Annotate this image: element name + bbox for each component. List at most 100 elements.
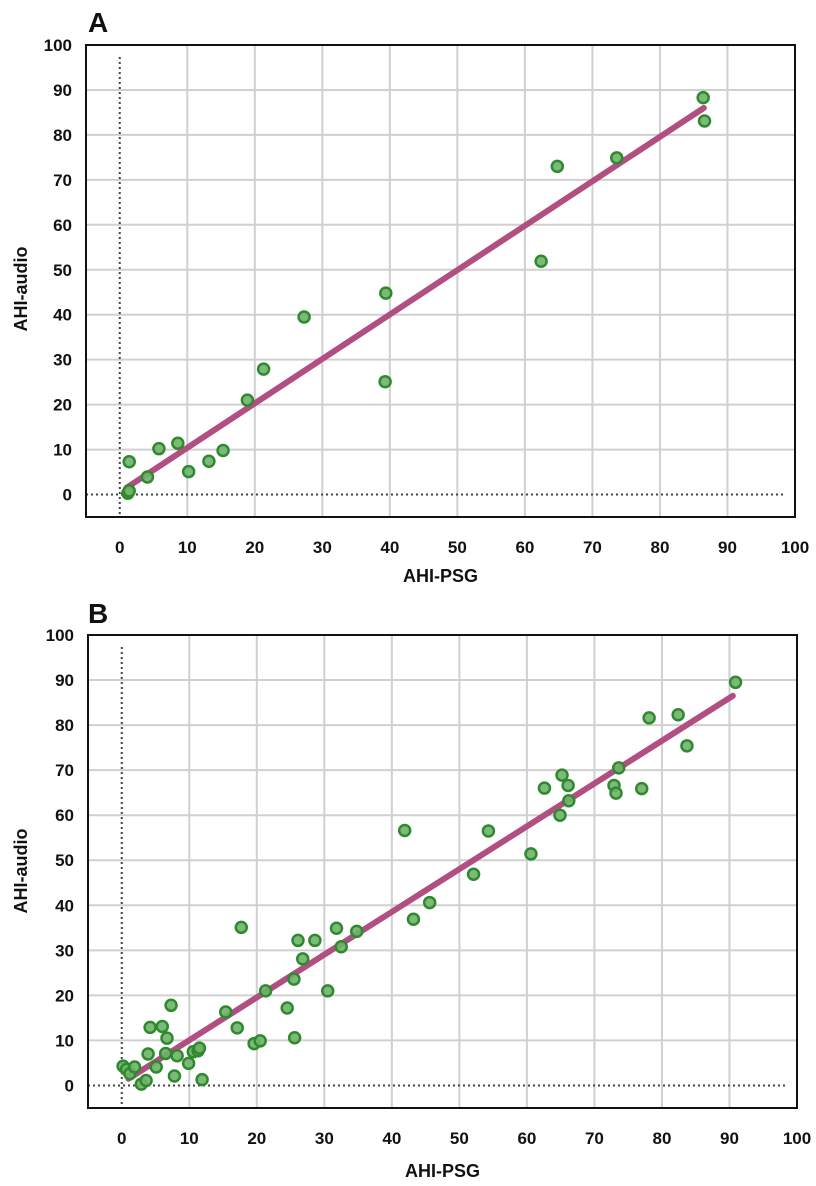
data-point <box>218 1005 233 1019</box>
data-point <box>140 470 155 484</box>
x-tick-label: 0 <box>117 1129 126 1148</box>
fit-line-b <box>125 692 736 1082</box>
data-point <box>378 374 392 389</box>
y-tick-label: 60 <box>55 806 74 825</box>
data-point <box>253 1034 267 1048</box>
data-point <box>234 920 249 935</box>
data-point <box>287 972 301 986</box>
data-point <box>609 786 623 800</box>
grid-a <box>86 44 796 517</box>
x-tick-label: 90 <box>720 1129 739 1148</box>
y-tick-label: 20 <box>55 986 74 1005</box>
data-point <box>216 443 230 458</box>
y-tick-label: 100 <box>46 626 74 645</box>
data-point <box>422 895 437 910</box>
x-tick-label: 10 <box>178 538 197 557</box>
y-tick-label: 10 <box>55 1031 74 1050</box>
data-point <box>728 675 743 690</box>
data-point <box>537 781 552 795</box>
x-tick-label: 50 <box>450 1129 469 1148</box>
data-point <box>160 1031 174 1045</box>
points-a <box>121 90 712 500</box>
data-point <box>534 254 548 268</box>
x-tick-labels-b: 0 10 20 30 40 50 60 70 80 90 100 <box>117 1129 811 1148</box>
panel-letter-b: B <box>88 598 108 629</box>
x-axis-title-a: AHI-PSG <box>403 566 478 586</box>
y-tick-label: 50 <box>53 261 72 280</box>
y-tick-label: 80 <box>55 716 74 735</box>
y-tick-label: 50 <box>55 851 74 870</box>
regression-line <box>125 692 736 1082</box>
data-point <box>297 310 311 324</box>
x-tick-label: 80 <box>650 538 669 557</box>
data-point <box>561 778 575 793</box>
zero-lines-a <box>86 57 783 517</box>
x-tick-label: 40 <box>380 538 399 557</box>
y-tick-label: 20 <box>53 396 72 415</box>
x-tick-label: 10 <box>180 1129 199 1148</box>
data-point <box>320 984 335 998</box>
fit-line-a <box>123 104 707 491</box>
data-point <box>634 781 649 796</box>
data-point <box>280 1001 294 1015</box>
x-tick-label: 80 <box>652 1129 671 1148</box>
x-tick-label: 90 <box>718 538 737 557</box>
data-point <box>329 921 344 936</box>
data-point <box>287 1030 302 1045</box>
y-tick-label: 80 <box>53 126 72 145</box>
y-tick-label: 70 <box>53 171 72 190</box>
y-tick-label: 10 <box>53 441 72 460</box>
data-point <box>181 1056 196 1071</box>
data-point <box>680 739 694 753</box>
x-tick-label: 70 <box>585 1129 604 1148</box>
y-tick-label: 40 <box>55 896 74 915</box>
x-tick-label: 50 <box>448 538 467 557</box>
scatter-chart-b: B 0 10 20 30 40 50 60 70 80 90 100 0 10 20 30 40 50 60 70… <box>11 598 811 1181</box>
x-tick-label: 20 <box>247 1129 266 1148</box>
y-axis-title-a: AHI-audio <box>11 247 31 332</box>
x-tick-label: 60 <box>517 1129 536 1148</box>
data-point <box>122 454 136 469</box>
data-point <box>230 1021 244 1035</box>
x-axis-title-b: AHI-PSG <box>405 1161 480 1181</box>
data-point <box>671 707 685 722</box>
y-tick-label: 30 <box>55 941 74 960</box>
data-point <box>562 794 576 808</box>
scatter-chart-a: A 0 10 20 30 40 50 60 70 80 90 100 0 10 20 30 40 50 60 70… <box>11 7 809 586</box>
data-point <box>697 114 712 128</box>
data-point <box>349 924 364 939</box>
data-point <box>553 808 567 822</box>
data-point <box>295 952 310 966</box>
data-point <box>164 998 178 1013</box>
y-tick-label: 100 <box>44 36 72 55</box>
y-tick-label: 90 <box>53 81 72 100</box>
data-point <box>334 939 348 954</box>
x-tick-label: 30 <box>315 1129 334 1148</box>
data-point <box>122 484 136 498</box>
points-b <box>116 675 743 1091</box>
data-point <box>397 823 412 838</box>
regression-line <box>123 104 707 491</box>
data-point <box>481 824 496 838</box>
x-tick-label: 40 <box>382 1129 401 1148</box>
y-tick-label: 40 <box>53 306 72 325</box>
data-point <box>240 393 255 407</box>
x-tick-label: 0 <box>115 538 124 557</box>
data-point <box>152 441 166 456</box>
data-point <box>406 912 421 927</box>
data-point <box>139 1073 153 1088</box>
data-point <box>642 711 656 725</box>
x-tick-label: 70 <box>583 538 602 557</box>
data-point <box>167 1069 182 1083</box>
data-point <box>611 761 626 775</box>
y-tick-label: 70 <box>55 761 74 780</box>
data-point <box>170 1048 184 1063</box>
data-point <box>181 464 196 479</box>
plot-frame-b <box>87 634 798 1109</box>
data-point <box>379 286 393 300</box>
data-point <box>609 151 624 165</box>
data-point <box>171 436 185 451</box>
data-point <box>555 768 569 782</box>
data-point <box>524 847 538 861</box>
data-point <box>195 1072 209 1087</box>
